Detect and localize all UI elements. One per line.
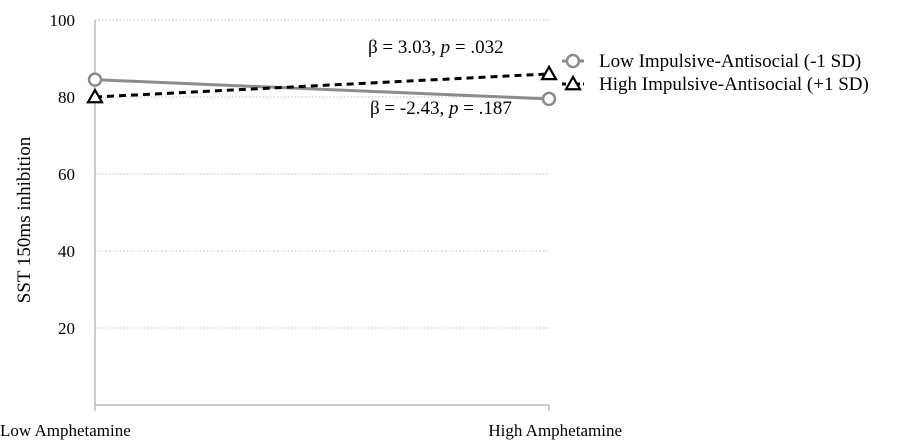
- legend-label: Low Impulsive-Antisocial (-1 SD): [599, 51, 861, 72]
- beta-annotation: β = -2.43, p = .187: [370, 98, 512, 119]
- y-tick-label: 40: [58, 242, 75, 261]
- series-line: [95, 74, 549, 97]
- legend: Low Impulsive-Antisocial (-1 SD)High Imp…: [562, 51, 869, 95]
- legend-marker-circle-open: [567, 55, 579, 67]
- series-line: [95, 80, 549, 99]
- annotation-italic: p: [447, 98, 459, 119]
- x-tick-label: High Amphetamine: [488, 421, 622, 440]
- y-tick-label: 100: [50, 11, 76, 30]
- legend-item: High Impulsive-Antisocial (+1 SD): [562, 74, 869, 95]
- gridlines: [95, 20, 549, 328]
- annotations: β = 3.03, p = .032 β = -2.43, p = .187: [368, 37, 512, 119]
- y-tick-label: 20: [58, 319, 75, 338]
- x-tick-labels: Low Amphetamine High Amphetamine: [0, 421, 622, 440]
- y-tick-labels: 20 40 60 80 100: [50, 11, 76, 338]
- y-axis-label: SST 150ms inhibition: [14, 136, 35, 303]
- data-point-circle-open: [543, 93, 555, 105]
- annotation-suffix: = .032: [450, 37, 503, 58]
- legend-item: Low Impulsive-Antisocial (-1 SD): [562, 51, 861, 72]
- y-tick-label: 80: [58, 88, 75, 107]
- annotation-prefix: β = 3.03,: [368, 37, 441, 58]
- legend-label: High Impulsive-Antisocial (+1 SD): [599, 74, 869, 95]
- annotation-prefix: β = -2.43,: [370, 98, 449, 119]
- annotation-italic: p: [439, 37, 451, 58]
- x-tick-label: Low Amphetamine: [0, 421, 131, 440]
- annotation-suffix: = .187: [458, 98, 511, 119]
- y-tick-label: 60: [58, 165, 75, 184]
- beta-annotation: β = 3.03, p = .032: [368, 37, 504, 58]
- data-point-circle-open: [89, 74, 101, 86]
